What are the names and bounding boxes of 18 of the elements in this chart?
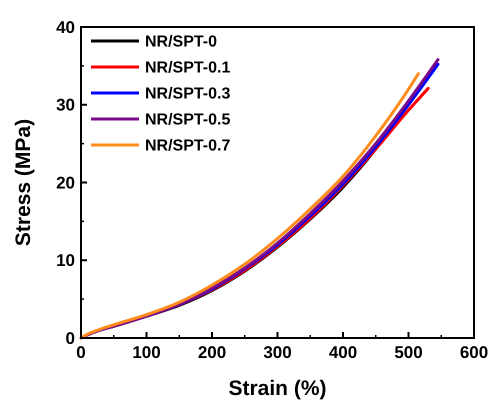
legend-label: NR/SPT-0.7 — [145, 138, 230, 155]
y-tick-label: 30 — [56, 96, 75, 115]
y-tick-label: 20 — [56, 173, 75, 192]
x-tick-label: 400 — [328, 343, 358, 362]
x-tick-label: 100 — [132, 343, 161, 362]
y-tick-label: 10 — [56, 251, 75, 270]
y-tick-label: 40 — [56, 18, 75, 37]
y-tick-label: 0 — [66, 328, 75, 348]
x-axis-title: Strain (%) — [228, 377, 327, 400]
legend-label: NR/SPT-0 — [145, 34, 218, 51]
x-tick-label: 200 — [198, 343, 226, 362]
x-tick-label: 500 — [394, 343, 423, 362]
x-tick-label: 300 — [263, 343, 292, 362]
legend-label: NR/SPT-0.5 — [145, 112, 230, 129]
y-axis-title: Stress (MPa) — [12, 118, 35, 246]
legend-label: NR/SPT-0.3 — [145, 86, 230, 103]
x-tick-label: 600 — [460, 343, 488, 362]
legend-label: NR/SPT-0.1 — [145, 60, 230, 77]
